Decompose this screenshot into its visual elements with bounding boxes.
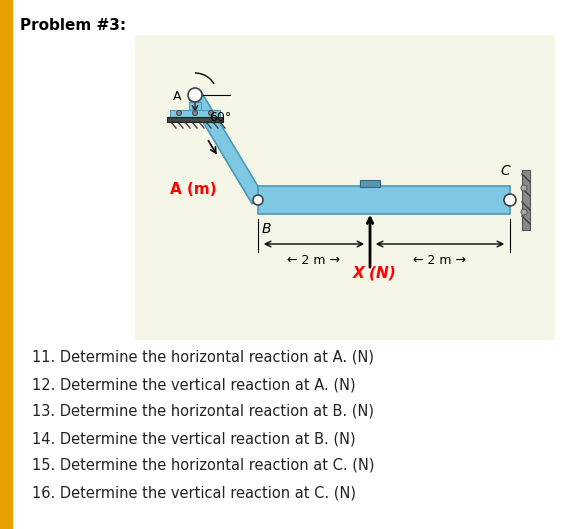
Text: ← 2 m →: ← 2 m →: [288, 254, 340, 267]
Bar: [189, 102, 201, 110]
Bar: [170, 110, 220, 117]
Bar: [167, 117, 223, 122]
Text: 11. Determine the horizontal reaction at A. (N): 11. Determine the horizontal reaction at…: [32, 350, 374, 365]
Circle shape: [253, 195, 263, 205]
Text: Problem #3:: Problem #3:: [20, 18, 126, 33]
Text: A: A: [173, 90, 181, 104]
Text: 60°: 60°: [209, 111, 231, 124]
Text: B: B: [262, 222, 272, 236]
Circle shape: [504, 194, 516, 206]
Circle shape: [193, 111, 197, 115]
Text: 12. Determine the vertical reaction at A. (N): 12. Determine the vertical reaction at A…: [32, 377, 356, 392]
Text: X (N): X (N): [353, 265, 397, 280]
Polygon shape: [189, 92, 264, 204]
Text: 15. Determine the horizontal reaction at C. (N): 15. Determine the horizontal reaction at…: [32, 458, 375, 473]
Text: ← 2 m →: ← 2 m →: [414, 254, 467, 267]
Bar: [0, 0, 13, 529]
Text: A (m): A (m): [170, 183, 217, 197]
Bar: [522, 170, 530, 230]
Circle shape: [188, 88, 202, 102]
Circle shape: [521, 185, 527, 191]
Circle shape: [209, 111, 213, 115]
Text: C: C: [500, 164, 510, 178]
Text: 16. Determine the vertical reaction at C. (N): 16. Determine the vertical reaction at C…: [32, 485, 356, 500]
Circle shape: [521, 209, 527, 215]
Bar: [258, 186, 510, 214]
Circle shape: [177, 111, 181, 115]
Bar: [135, 35, 555, 340]
Text: 14. Determine the vertical reaction at B. (N): 14. Determine the vertical reaction at B…: [32, 431, 356, 446]
Text: 13. Determine the horizontal reaction at B. (N): 13. Determine the horizontal reaction at…: [32, 404, 374, 419]
Bar: [360, 180, 380, 187]
